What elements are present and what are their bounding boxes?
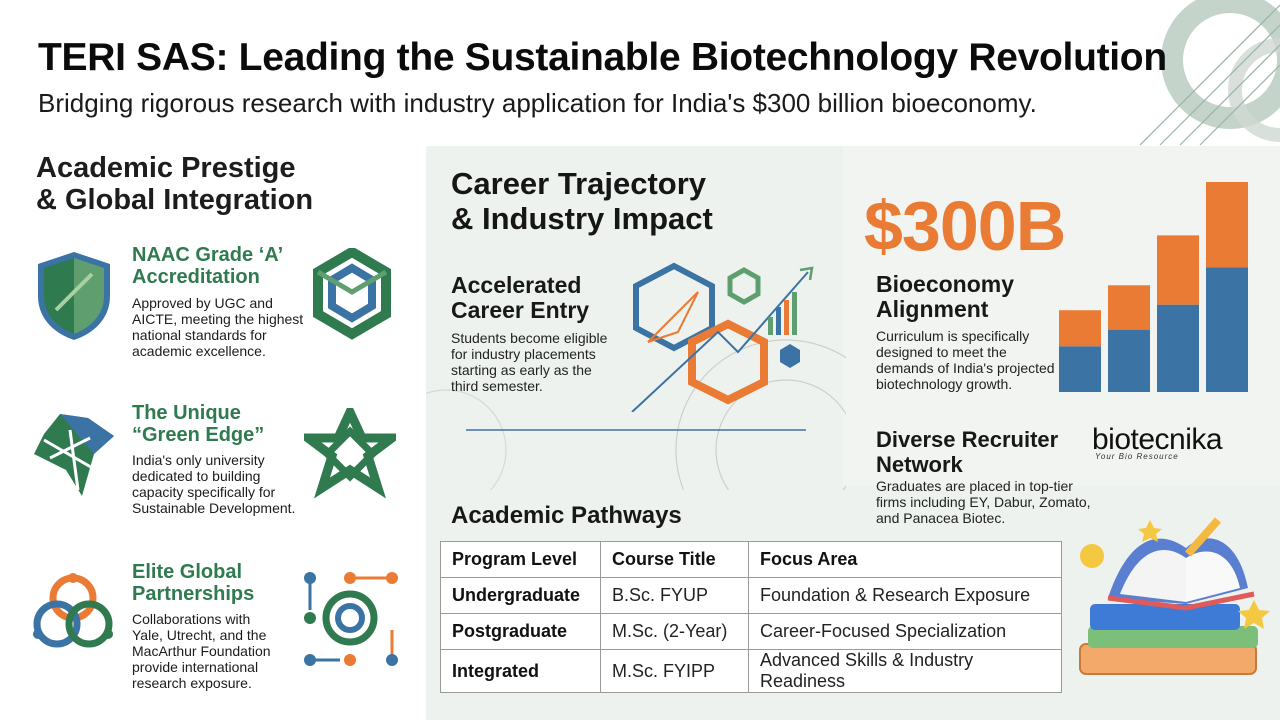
career-entry-title-line1: Accelerated: [451, 272, 582, 298]
books-illustration-icon: [1079, 517, 1270, 675]
career-entry-title: Accelerated Career Entry: [451, 273, 589, 323]
academic-heading-line1: Academic Prestige: [36, 152, 296, 184]
table-cell: Undergraduate: [440, 577, 601, 614]
career-entry-desc-line: Students become eligible: [451, 330, 608, 346]
hexagon-knot-icon: [313, 248, 391, 340]
table-cell: Foundation & Research Exposure: [748, 577, 1062, 614]
bioeconomy-title: Bioeconomy Alignment: [876, 272, 1014, 322]
column-header: Program Level: [440, 541, 601, 578]
table-cell: B.Sc. FYUP: [600, 577, 749, 614]
india-leaf-map-icon: [34, 414, 114, 496]
career-heading: Career Trajectory & Industry Impact: [451, 166, 713, 236]
recruiters-title-line1: Diverse Recruiter: [876, 427, 1059, 452]
biotecnika-logo: biotecnika: [1092, 423, 1223, 456]
feature-green-edge-title-line1: The Unique: [132, 402, 241, 424]
growth-bar-top: [1059, 310, 1101, 347]
shield-icon: [38, 252, 110, 340]
feature-partnerships-desc-line: research exposure.: [132, 675, 252, 691]
feature-green-edge-desc: India's only university dedicated to bui…: [132, 452, 295, 516]
column-header: Course Title: [600, 541, 749, 578]
growth-bar-base: [1157, 304, 1199, 392]
bioeconomy-desc-line: biotechnology growth.: [876, 376, 1013, 392]
career-entry-desc-line: starting as early as the: [451, 362, 592, 378]
interlinked-rings-icon: [33, 573, 113, 648]
feature-green-edge-desc-line: India's only university: [132, 452, 265, 468]
recruiters-title: Diverse Recruiter Network: [876, 427, 1058, 477]
academic-heading: Academic Prestige & Global Integration: [36, 152, 313, 216]
table-cell: Career-Focused Specialization: [748, 613, 1062, 650]
feature-partnerships-desc-line: provide international: [132, 659, 259, 675]
career-entry-title-line2: Career Entry: [451, 297, 590, 323]
recruiters-desc-line: and Panacea Biotec.: [876, 510, 1006, 526]
career-entry-desc-line: third semester.: [451, 378, 543, 394]
network-nodes-icon: [304, 572, 398, 666]
career-entry-desc-line: for industry placements: [451, 346, 596, 362]
feature-partnerships-desc: Collaborations with Yale, Utrecht, and t…: [132, 611, 271, 691]
bioeconomy-desc: Curriculum is specifically designed to m…: [876, 328, 1055, 392]
career-heading-line1: Career Trajectory: [451, 166, 707, 201]
feature-green-edge-title-line2: “Green Edge”: [132, 424, 265, 446]
growth-bar-base: [1108, 329, 1150, 392]
table-cell: M.Sc. (2-Year): [600, 613, 749, 650]
feature-naac-desc-line: national standards for: [132, 327, 267, 343]
growth-bar-top: [1157, 235, 1199, 305]
feature-green-edge-desc-line: dedicated to building: [132, 468, 261, 484]
feature-naac-title-line2: Accreditation: [132, 266, 260, 288]
star-knot-icon: [304, 408, 396, 499]
feature-naac-desc-line: academic excellence.: [132, 343, 266, 359]
growth-bar-top: [1206, 182, 1248, 268]
growth-bar-base: [1206, 267, 1248, 392]
biotecnika-tagline: Your Bio Resource: [1095, 452, 1179, 461]
academic-heading-line2: & Global Integration: [36, 184, 314, 216]
decorative-arcs: [426, 339, 846, 490]
table-cell: Integrated: [440, 649, 601, 693]
table-cell: M.Sc. FYIPP: [600, 649, 749, 693]
feature-naac-desc: Approved by UGC and AICTE, meeting the h…: [132, 295, 303, 359]
growth-bar-top: [1108, 285, 1150, 330]
career-entry-desc: Students become eligible for industry pl…: [451, 330, 607, 394]
feature-naac-title: NAAC Grade ‘A’ Accreditation: [132, 244, 283, 288]
feature-green-edge-desc-line: capacity specifically for: [132, 484, 276, 500]
bioeconomy-desc-line: designed to meet the: [876, 344, 1007, 360]
bioeconomy-number: $300B: [864, 187, 1066, 265]
recruiters-desc: Graduates are placed in top-tier firms i…: [876, 478, 1091, 526]
pathways-table: Program Level Course Title Focus Area Un…: [440, 541, 1062, 693]
recruiters-desc-line: Graduates are placed in top-tier: [876, 478, 1073, 494]
table-cell: Advanced Skills & Industry Readiness: [748, 649, 1062, 693]
page-title: TERI SAS: Leading the Sustainable Biotec…: [38, 36, 1167, 79]
career-growth-icon: [631, 262, 814, 412]
feature-partnerships-desc-line: Collaborations with: [132, 611, 251, 627]
feature-partnerships-title-line1: Elite Global: [132, 561, 243, 583]
bioeconomy-title-line2: Alignment: [876, 296, 989, 322]
feature-partnerships-desc-line: Yale, Utrecht, and the: [132, 627, 267, 643]
feature-naac-title-line1: NAAC Grade ‘A’: [132, 244, 284, 266]
table-cell: Postgraduate: [440, 613, 601, 650]
column-header: Focus Area: [748, 541, 1062, 578]
recruiters-title-line2: Network: [876, 452, 963, 477]
bioeconomy-desc-line: demands of India's projected: [876, 360, 1055, 376]
feature-green-edge-title: The Unique “Green Edge”: [132, 402, 264, 446]
pathways-heading: Academic Pathways: [451, 502, 682, 529]
feature-naac-desc-line: Approved by UGC and: [132, 295, 273, 311]
table-row: Undergraduate B.Sc. FYUP Foundation & Re…: [440, 577, 1062, 614]
feature-partnerships-title: Elite Global Partnerships: [132, 561, 254, 605]
table-row: Postgraduate M.Sc. (2-Year) Career-Focus…: [440, 613, 1062, 650]
feature-partnerships-desc-line: MacArthur Foundation: [132, 643, 271, 659]
table-header-row: Program Level Course Title Focus Area: [440, 541, 1062, 578]
recruiters-desc-line: firms including EY, Dabur, Zomato,: [876, 494, 1091, 510]
table-row: Integrated M.Sc. FYIPP Advanced Skills &…: [440, 649, 1062, 693]
bioeconomy-title-line1: Bioeconomy: [876, 271, 1015, 297]
career-heading-line2: & Industry Impact: [451, 201, 713, 236]
feature-green-edge-desc-line: Sustainable Development.: [132, 500, 296, 516]
bioeconomy-desc-line: Curriculum is specifically: [876, 328, 1030, 344]
feature-partnerships-title-line2: Partnerships: [132, 583, 255, 605]
page-subtitle: Bridging rigorous research with industry…: [38, 88, 1037, 118]
feature-naac-desc-line: AICTE, meeting the highest: [132, 311, 304, 327]
decorative-rings: [1139, 0, 1280, 146]
growth-bar-base: [1059, 346, 1101, 392]
growth-bar-graphic: [1059, 182, 1248, 392]
